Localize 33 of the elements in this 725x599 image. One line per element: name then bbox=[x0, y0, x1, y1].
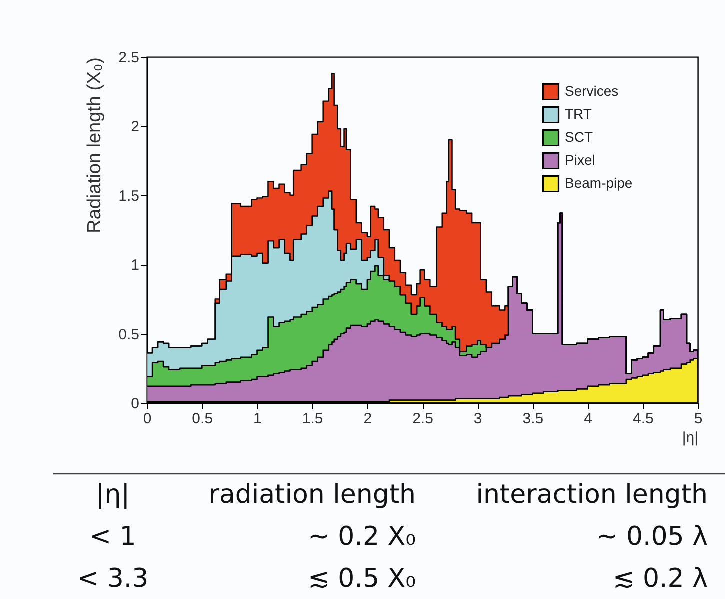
text: < 3.3 bbox=[77, 564, 149, 594]
y-tick-label: 2 bbox=[131, 118, 140, 136]
text: ∼ 0.05 λ bbox=[596, 522, 708, 552]
y-tick-label: 0.5 bbox=[118, 326, 140, 344]
x-tick-label: 0 bbox=[143, 410, 152, 428]
text: |η| bbox=[96, 480, 130, 510]
y-tick-label: 2.5 bbox=[118, 50, 140, 66]
text: ≲ 0.5 X₀ bbox=[308, 564, 416, 594]
x-tick-label: 3 bbox=[474, 410, 482, 428]
legend-label: TRT bbox=[565, 106, 592, 122]
legend-label: Services bbox=[565, 83, 619, 99]
x-tick-label: 2.5 bbox=[412, 410, 434, 428]
x-axis-title: |η| bbox=[682, 430, 698, 446]
text: radiation length bbox=[208, 480, 416, 510]
text: ∼ 0.2 X₀ bbox=[308, 522, 416, 552]
y-tick-label: 1 bbox=[131, 257, 140, 274]
y-tick-label: 1.5 bbox=[118, 188, 140, 205]
x-tick-label: 1.5 bbox=[302, 410, 324, 428]
text: ≲ 0.2 λ bbox=[612, 564, 708, 594]
text: interaction length bbox=[476, 480, 708, 510]
legend-label: SCT bbox=[565, 129, 594, 145]
legend-label: Pixel bbox=[565, 152, 596, 168]
y-tick-label: 0 bbox=[131, 396, 140, 412]
x-tick-label: 5 bbox=[694, 410, 703, 428]
x-tick-label: 1 bbox=[254, 410, 262, 428]
x-tick-label: 2 bbox=[364, 410, 372, 428]
y-axis-title: Radiation length (X₀) bbox=[84, 58, 106, 234]
x-tick-label: 4 bbox=[584, 410, 592, 428]
x-tick-label: 3.5 bbox=[522, 410, 544, 428]
x-tick-label: 4.5 bbox=[632, 410, 654, 428]
x-tick-label: 0.5 bbox=[192, 410, 214, 428]
text: < 1 bbox=[90, 522, 136, 552]
legend-label: Beam-pipe bbox=[565, 175, 633, 191]
